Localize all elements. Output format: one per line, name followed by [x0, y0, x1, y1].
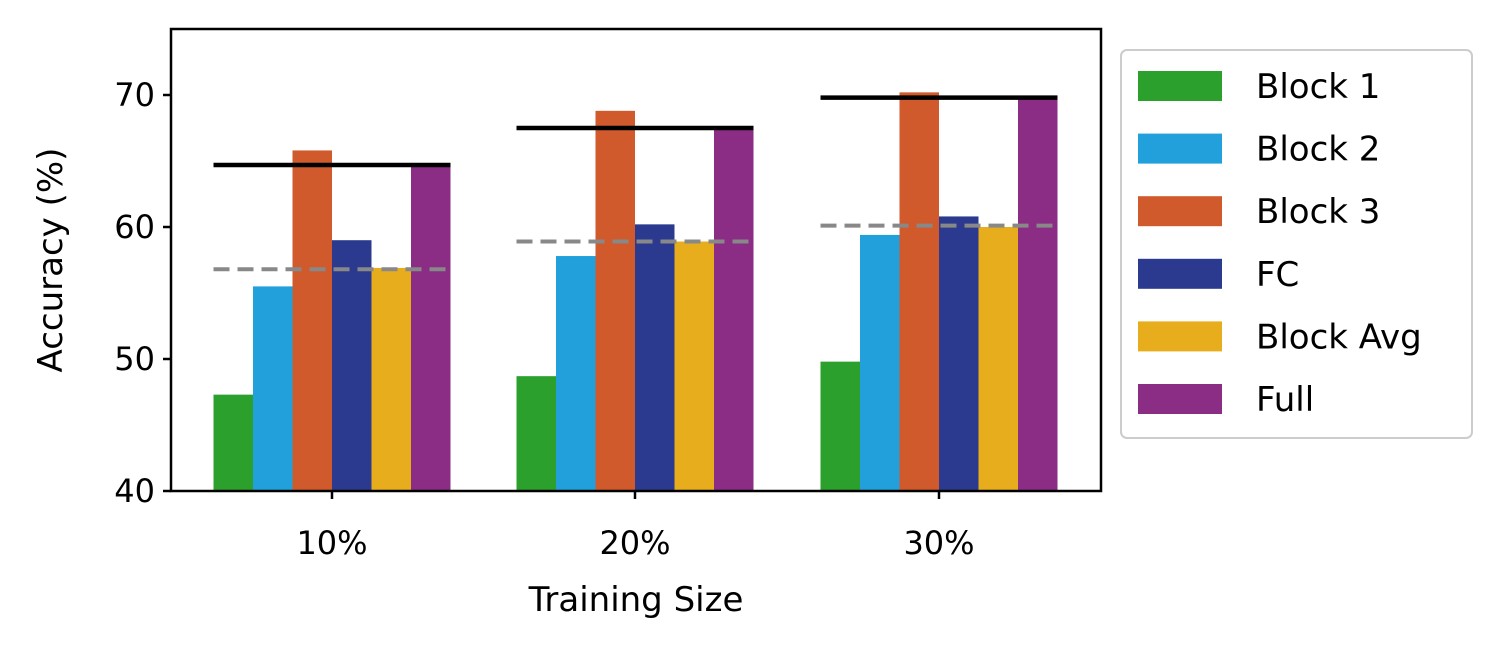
bar-fc-1 — [635, 224, 675, 492]
legend-swatch-full — [1138, 384, 1222, 414]
bar-block-3-1 — [595, 110, 635, 491]
legend-swatch-fc — [1138, 258, 1222, 289]
legend-label-full: Full — [1256, 380, 1314, 420]
x-axis: 10% 20% 30% — [296, 491, 975, 562]
legend-label-block-3: Block 3 — [1256, 192, 1380, 232]
bar-block-1-2 — [820, 361, 860, 491]
bar-block-1-1 — [516, 376, 556, 491]
bar-block-avg-1 — [674, 241, 714, 491]
y-tick-label-70: 70 — [114, 76, 155, 114]
legend-label-block-1: Block 1 — [1256, 67, 1380, 107]
y-axis: 40 50 60 70 — [114, 76, 171, 510]
y-tick-label-40: 40 — [114, 472, 155, 510]
bar-block-2-2 — [860, 234, 900, 492]
bar-block-3-2 — [899, 92, 939, 492]
legend-swatch-block-avg — [1138, 321, 1222, 352]
legend-swatch-block-2 — [1138, 133, 1222, 164]
legend-label-fc: FC — [1256, 255, 1299, 295]
bar-fc-2 — [939, 216, 979, 491]
plot-area — [213, 92, 1058, 492]
bar-block-2-0 — [253, 286, 293, 491]
bar-block-2-1 — [556, 256, 596, 491]
bar-full-0 — [411, 163, 451, 491]
bar-block-avg-0 — [371, 267, 411, 491]
x-tick-label-1: 20% — [599, 524, 670, 562]
x-tick-label-0: 10% — [296, 524, 367, 562]
y-tick-label-50: 50 — [114, 340, 155, 378]
x-tick-label-2: 30% — [903, 524, 974, 562]
bar-block-1-0 — [213, 394, 253, 491]
legend: Block 1 Block 2 Block 3 FC Block Avg Full — [1120, 49, 1473, 439]
y-tick-label-60: 60 — [114, 208, 155, 246]
bar-fc-0 — [332, 240, 372, 491]
y-axis-label: Accuracy (%) — [31, 148, 71, 373]
bar-block-avg-2 — [978, 227, 1018, 491]
bar-full-1 — [714, 129, 754, 491]
x-axis-label: Training Size — [528, 580, 744, 620]
bar-full-2 — [1018, 97, 1058, 491]
bar-block-3-0 — [292, 150, 332, 491]
legend-swatch-block-1 — [1138, 71, 1222, 101]
legend-label-block-avg: Block Avg — [1256, 317, 1422, 357]
legend-label-block-2: Block 2 — [1256, 130, 1380, 170]
legend-swatch-block-3 — [1138, 196, 1222, 227]
